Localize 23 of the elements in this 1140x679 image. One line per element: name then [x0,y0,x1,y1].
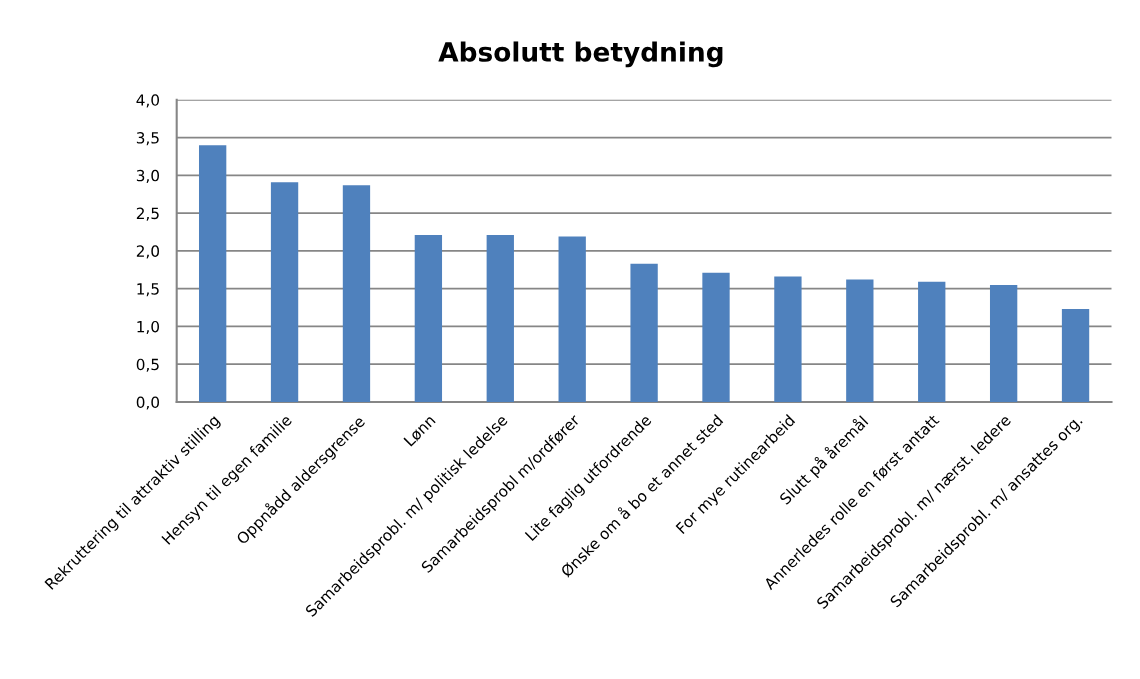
y-tick-label: 2,5 [136,207,159,221]
y-tick-label: 0,0 [136,396,160,410]
bar [486,235,514,402]
y-tick-label: 1,0 [137,320,160,335]
y-tick-label: 0,5 [136,358,159,372]
y-tick-label: 1,5 [137,283,159,297]
y-tick-label: 4,0 [136,94,160,108]
chart-title: Absolutt betydning [438,41,723,68]
bar [702,272,730,402]
bar [1061,309,1090,402]
y-tick-label: 2,0 [136,245,160,259]
y-tick-label: 3,5 [136,132,159,146]
bar [558,236,586,402]
bar [342,185,371,402]
bar [630,263,658,402]
bar [989,284,1018,402]
bar [846,279,874,402]
bar [270,182,299,402]
bar [414,235,443,402]
bar [918,281,946,402]
bar [198,145,227,402]
bar [774,276,802,402]
y-tick-label: 3,0 [136,169,160,183]
